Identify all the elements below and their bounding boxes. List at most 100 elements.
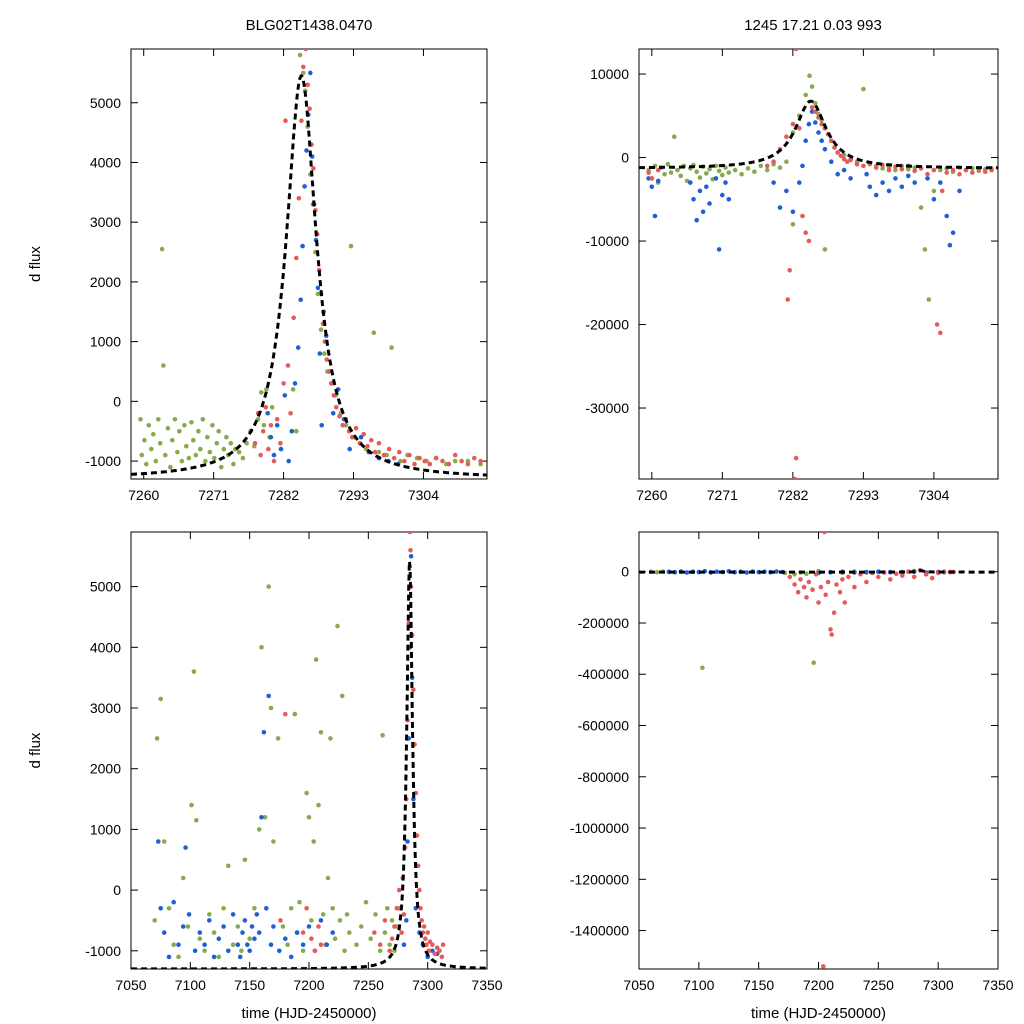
data-point-green xyxy=(720,172,725,178)
data-point-red xyxy=(899,166,905,172)
data-point-blue xyxy=(723,180,728,185)
data-point-blue xyxy=(957,188,962,194)
data-point-green xyxy=(275,736,281,741)
data-point-blue xyxy=(319,423,325,428)
data-point-red xyxy=(835,150,840,155)
data-point-blue xyxy=(893,176,898,181)
data-point-green xyxy=(880,166,885,171)
data-point-green xyxy=(804,571,809,577)
data-point-green xyxy=(926,297,932,302)
x-tick-label: 7260 xyxy=(128,487,159,503)
data-point-green xyxy=(288,906,294,911)
data-point-blue xyxy=(401,942,407,947)
data-point-green xyxy=(342,948,347,954)
data-point-blue xyxy=(700,209,706,215)
data-point-blue xyxy=(886,188,892,194)
data-point-green xyxy=(177,428,182,434)
x-tick-label: 7293 xyxy=(338,487,369,503)
data-point-blue xyxy=(176,942,181,947)
data-point-green xyxy=(377,948,383,954)
data-point-green xyxy=(184,443,189,449)
x-tick-label: 7250 xyxy=(353,977,384,993)
data-point-green xyxy=(697,175,703,180)
data-point-blue xyxy=(950,230,956,235)
data-point-red xyxy=(792,582,797,587)
data-point-green xyxy=(807,73,812,78)
data-point-green xyxy=(315,291,321,297)
data-point-blue xyxy=(324,942,330,947)
x-tick-label: 7100 xyxy=(683,977,714,993)
data-point-green xyxy=(704,171,709,176)
y-tick-label: 1000 xyxy=(90,821,121,837)
data-point-red xyxy=(423,936,428,941)
data-point-green xyxy=(309,918,314,923)
data-point-blue xyxy=(256,930,262,935)
data-point-green xyxy=(231,461,236,467)
data-point-green xyxy=(363,899,369,905)
data-point-blue xyxy=(300,243,305,249)
data-point-blue xyxy=(283,936,288,941)
data-point-green xyxy=(337,918,343,923)
data-point-green xyxy=(163,452,168,458)
data-point-green xyxy=(264,387,269,392)
data-point-red xyxy=(646,170,651,175)
data-point-blue xyxy=(197,930,203,935)
data-point-red xyxy=(854,161,860,167)
data-point-blue xyxy=(704,184,709,190)
data-point-green xyxy=(221,906,226,911)
data-point-red xyxy=(407,532,413,535)
data-point-green xyxy=(146,423,152,428)
data-point-red xyxy=(365,443,370,449)
data-point-green xyxy=(313,657,319,662)
data-point-green xyxy=(809,84,815,89)
data-point-green xyxy=(306,815,312,820)
data-point-green xyxy=(339,693,345,699)
data-point-green xyxy=(716,168,722,174)
data-point-red xyxy=(387,948,393,954)
data-point-red xyxy=(452,452,458,458)
data-point-red xyxy=(472,455,477,461)
data-point-blue xyxy=(688,180,693,185)
data-point-green xyxy=(216,428,221,434)
data-point-red xyxy=(326,369,332,374)
data-point-red xyxy=(842,600,848,605)
data-point-blue xyxy=(716,247,722,252)
data-point-blue xyxy=(278,446,284,452)
data-point-blue xyxy=(912,180,917,185)
data-point-green xyxy=(175,449,180,455)
data-point-blue xyxy=(806,121,812,127)
data-point-red xyxy=(432,951,438,957)
data-point-green xyxy=(745,166,751,171)
y-axis-label: d flux xyxy=(27,732,44,768)
data-point-green xyxy=(752,169,757,174)
data-point-red xyxy=(929,575,935,581)
data-point-red xyxy=(291,315,297,321)
data-point-blue xyxy=(237,954,243,960)
data-point-blue xyxy=(404,918,409,923)
data-point-blue xyxy=(867,184,873,190)
y-tick-label: 2000 xyxy=(90,761,121,777)
data-point-red xyxy=(407,452,412,458)
data-point-green xyxy=(221,446,227,452)
data-point-red xyxy=(950,167,956,173)
data-point-red xyxy=(307,106,312,111)
data-point-red xyxy=(649,176,655,181)
data-point-red xyxy=(296,196,302,201)
data-point-blue xyxy=(713,176,719,181)
data-point-blue xyxy=(744,570,749,575)
y-tick-label: 0 xyxy=(621,564,629,580)
data-point-red xyxy=(848,157,853,163)
data-point-blue xyxy=(829,159,834,164)
data-point-red xyxy=(440,458,445,464)
data-point-red xyxy=(821,964,826,969)
data-point-blue xyxy=(864,569,869,575)
data-point-blue xyxy=(691,197,696,202)
data-point-red xyxy=(957,171,962,177)
model-curve xyxy=(131,561,487,969)
data-point-green xyxy=(170,437,175,443)
data-point-green xyxy=(271,839,276,844)
x-tick-label: 7200 xyxy=(803,977,834,993)
data-point-blue xyxy=(655,178,661,184)
data-point-blue xyxy=(899,184,905,190)
data-point-blue xyxy=(330,411,336,416)
